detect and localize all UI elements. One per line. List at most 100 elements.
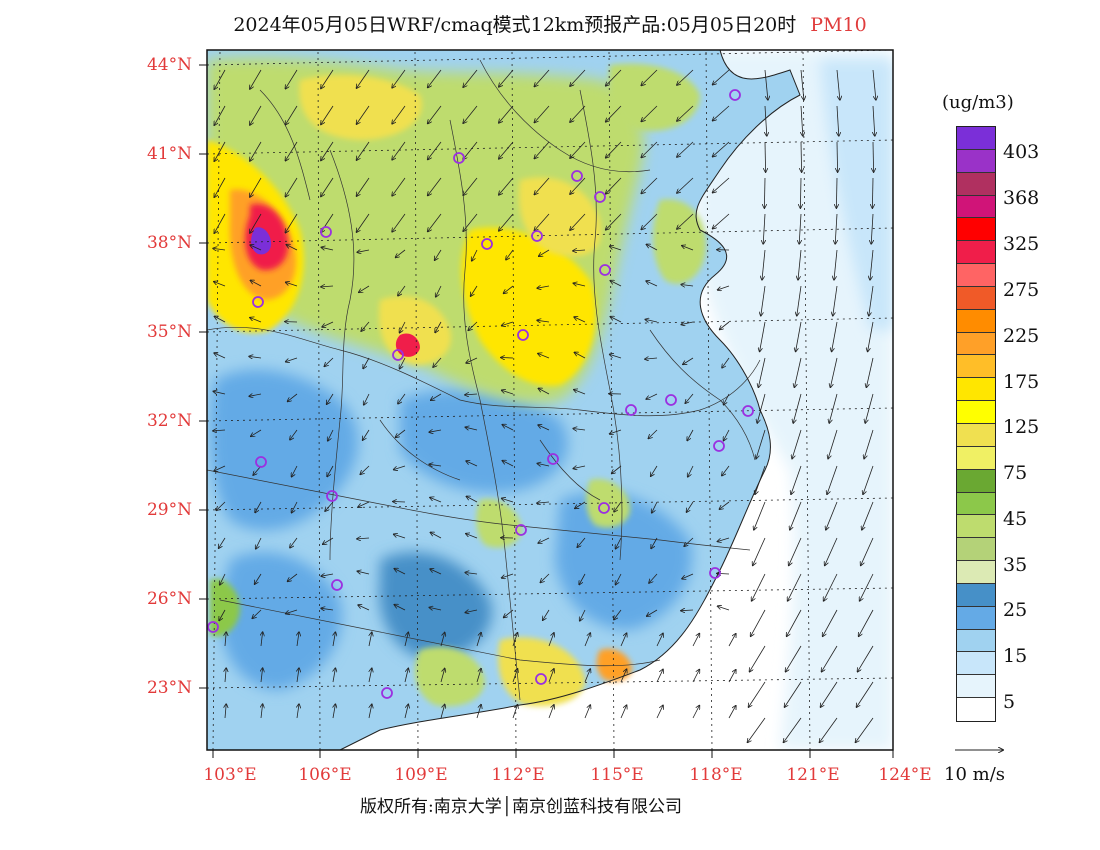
wind-vector — [753, 537, 766, 565]
colorbar — [956, 126, 996, 722]
wind-vector — [502, 461, 514, 467]
wind-vector — [512, 669, 518, 683]
city-marker — [255, 456, 267, 468]
wind-vector — [791, 465, 802, 494]
city-marker — [625, 404, 637, 416]
wind-vector — [430, 498, 442, 503]
wind-vector — [860, 573, 874, 601]
wind-vector — [214, 465, 226, 471]
wind-vector — [574, 352, 586, 359]
wind-vector — [724, 393, 730, 405]
wind-vector — [502, 573, 514, 578]
wind-vector — [429, 430, 442, 432]
wind-vector — [250, 141, 262, 161]
wind-vector — [796, 321, 802, 352]
wind-vector — [252, 609, 262, 618]
wind-vector — [537, 463, 550, 466]
city-marker — [665, 394, 677, 406]
wind-vector — [363, 357, 370, 369]
wind-vector — [463, 141, 478, 159]
wind-vector — [570, 69, 586, 86]
legend-label-368: 368 — [1003, 187, 1040, 209]
city-marker — [515, 524, 527, 536]
wind-vector — [392, 213, 406, 232]
wind-vector — [798, 249, 802, 280]
wind-vector — [822, 645, 838, 672]
wind-vector — [872, 69, 876, 100]
wind-vectors — [213, 69, 876, 742]
colorbar-swatch — [957, 492, 995, 516]
wind-vector — [392, 105, 406, 124]
wind-vector — [864, 429, 874, 459]
legend-label-225: 225 — [1003, 325, 1040, 347]
lat-label-44: 44°N — [146, 55, 192, 75]
wind-vector — [718, 285, 730, 290]
wind-vector — [261, 632, 263, 647]
wind-vector — [764, 177, 765, 208]
wind-vector — [651, 465, 658, 476]
wind-vector — [677, 105, 694, 121]
wind-vector — [824, 573, 838, 601]
wind-vector — [548, 705, 554, 719]
wind-vector — [214, 105, 226, 125]
wind-vector — [429, 464, 442, 466]
wind-vector — [297, 704, 299, 719]
wind-vector — [656, 669, 663, 683]
colorbar-swatch — [957, 515, 995, 539]
wind-vector — [757, 393, 766, 423]
wind-vector — [751, 609, 766, 636]
wind-vector — [499, 177, 514, 195]
colorbar-swatch — [957, 469, 995, 493]
wind-vector — [290, 537, 298, 548]
city-marker — [331, 579, 343, 591]
wind-vector — [428, 141, 442, 160]
wind-vector — [327, 465, 334, 477]
wind-vector — [692, 634, 699, 647]
province-boundaries — [207, 59, 761, 701]
wind-vector — [641, 105, 658, 121]
wind-vector — [616, 573, 622, 585]
wind-vector — [612, 465, 622, 474]
wind-vector — [321, 286, 334, 287]
wind-vector — [214, 213, 226, 233]
title-text: 2024年05月05日WRF/cmaq模式12km预报产品:05月05日20时 — [233, 14, 797, 36]
wind-vector — [861, 537, 874, 565]
wind-vector — [820, 717, 838, 742]
wind-vector — [543, 609, 550, 620]
wind-vector — [537, 320, 550, 322]
wind-vector — [865, 393, 874, 423]
lat-label-26: 26°N — [146, 589, 192, 609]
wind-vector — [577, 537, 586, 547]
wind-vector — [394, 569, 406, 575]
wind-vector — [534, 105, 550, 123]
wind-vector — [832, 321, 838, 352]
lon-label-115: 115°E — [590, 765, 644, 785]
wind-vector — [749, 681, 766, 707]
wind-vector — [871, 213, 873, 244]
wind-vector — [324, 357, 334, 366]
wind-vector — [792, 429, 802, 459]
wind-vector — [713, 177, 730, 193]
wind-vector — [873, 105, 875, 136]
wind-vector — [213, 391, 226, 394]
wind-vector — [682, 246, 694, 251]
wind-vector — [430, 569, 442, 575]
wind-vector — [292, 501, 298, 513]
wind-vector — [825, 537, 838, 565]
wind-vector — [499, 213, 514, 231]
wind-vector — [429, 607, 442, 610]
wind-vector — [368, 704, 372, 719]
wind-vector — [645, 319, 658, 322]
wind-vector — [834, 249, 838, 280]
wind-vector — [463, 177, 478, 195]
wind-vector — [250, 213, 262, 233]
city-marker — [531, 230, 543, 242]
wind-vector — [333, 668, 335, 683]
wind-vector — [214, 177, 226, 197]
wind-vector — [534, 177, 550, 195]
wind-vector — [368, 632, 372, 647]
colorbar-swatch — [957, 241, 995, 265]
wind-vector — [786, 645, 802, 672]
wind-vector — [219, 537, 226, 548]
wind-vector — [837, 105, 839, 136]
